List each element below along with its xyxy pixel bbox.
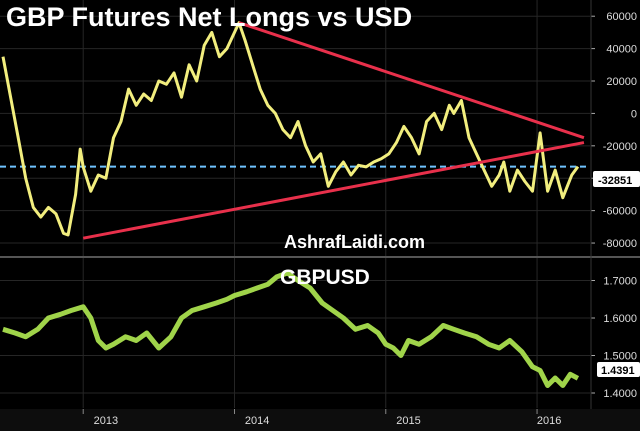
last-value-badge [593,171,640,187]
top-y-tick-label: -20000 [603,141,637,153]
top-y-tick-label: 40000 [606,44,637,56]
net-longs-panel: GBP Futures Net Longs vs USD AshrafLaidi… [0,0,640,256]
time-tick-label: 2015 [396,415,420,427]
time-tick-label: 2016 [537,415,561,427]
last-value-label: -32851 [598,175,632,187]
time-tick-label: 2013 [94,415,118,427]
lower-trendline [82,141,585,240]
bottom-y-tick-label: 1.4000 [603,388,637,400]
gbpusd-series-line [2,270,580,388]
time-tick-label: 2014 [245,415,269,427]
top-y-tick-label: 60000 [606,11,637,23]
top-y-tick-label: -80000 [603,238,637,250]
top-y-tick-label: 20000 [606,76,637,88]
last-price-label: 1.4391 [601,365,635,377]
bottom-y-tick-label: 1.6000 [603,313,637,325]
chart-title: GBP Futures Net Longs vs USD [6,2,412,32]
gbpusd-title: GBPUSD [280,266,370,289]
gbpusd-panel: GBPUSD 1.7000 1.6000 1.5000 1.4000 1.4391 [0,258,640,408]
watermark-text: AshrafLaidi.com [284,232,425,252]
upper-trendline [238,21,585,140]
bottom-y-axis: 1.7000 1.6000 1.5000 1.4000 [591,276,637,400]
bottom-y-tick-label: 1.5000 [603,351,637,363]
time-axis: 2013 2014 2015 2016 [0,409,640,431]
top-y-tick-label: 0 [631,108,637,120]
net-longs-series-line [1,21,580,237]
bottom-y-tick-label: 1.7000 [603,276,637,288]
last-price-badge [597,362,640,377]
top-y-tick-label: -60000 [603,206,637,218]
